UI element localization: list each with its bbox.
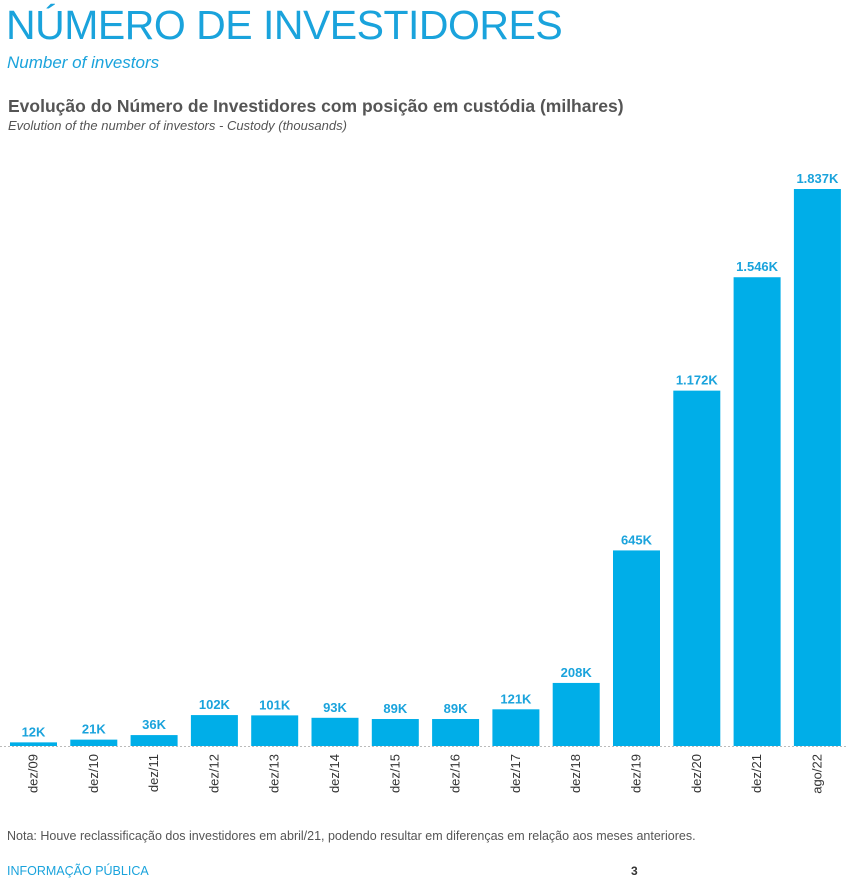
bar-dez-20 (673, 390, 721, 746)
bar-dez-11 (130, 735, 178, 746)
x-tick-label: dez/10 (86, 754, 101, 793)
data-label: 89K (444, 701, 468, 716)
data-label: 93K (323, 700, 347, 715)
footnote: Nota: Houve reclassificação dos investid… (7, 829, 696, 843)
bar-dez-21 (733, 277, 781, 746)
bar-dez-18 (552, 682, 600, 746)
data-label: 102K (199, 697, 231, 712)
x-tick-label: dez/13 (267, 754, 282, 793)
bar-dez-09 (10, 742, 57, 746)
x-tick-label: dez/17 (508, 754, 523, 793)
classification-label: INFORMAÇÃO PÚBLICA (7, 864, 149, 878)
data-label: 1.837K (796, 171, 839, 186)
x-tick-label: dez/20 (689, 754, 704, 793)
data-label: 21K (82, 722, 106, 737)
bar-dez-10 (70, 739, 118, 746)
data-label: 101K (259, 697, 291, 712)
page-subtitle: Number of investors (7, 53, 160, 72)
x-tick-label: dez/14 (327, 754, 342, 793)
data-label: 1.172K (676, 373, 719, 388)
data-label: 645K (621, 532, 653, 547)
x-tick-label: dez/16 (448, 754, 463, 793)
x-tick-label: dez/15 (387, 754, 402, 793)
x-tick-label: dez/21 (749, 754, 764, 793)
x-tick-label: dez/19 (629, 754, 644, 793)
data-label: 12K (22, 724, 46, 739)
chart-title: Evolução do Número de Investidores com p… (8, 96, 624, 116)
bar-dez-16 (432, 719, 480, 746)
bar-dez-13 (251, 715, 299, 746)
bar-chart: 12K 21K 36K 102K 101K 93K 89K 89K 121K 208K 645K 1.… (0, 171, 848, 794)
x-tick-label: dez/12 (206, 754, 221, 793)
data-label: 208K (561, 665, 593, 680)
data-label: 36K (142, 717, 166, 732)
page-number: 3 (631, 864, 638, 878)
data-label: 1.546K (736, 259, 779, 274)
bar-dez-12 (190, 715, 238, 746)
bar-dez-15 (371, 719, 419, 746)
x-tick-label: dez/11 (146, 754, 161, 792)
bar-dez-19 (613, 550, 660, 746)
data-label: 89K (383, 701, 407, 716)
page-title: NÚMERO DE INVESTIDORES (6, 2, 563, 48)
bar-dez-14 (311, 717, 359, 746)
data-label: 121K (500, 691, 532, 706)
x-tick-label: ago/22 (809, 754, 824, 794)
bar-dez-17 (492, 709, 540, 746)
bar-ago-22 (793, 189, 841, 746)
chart-subtitle: Evolution of the number of investors - C… (8, 118, 347, 133)
x-tick-label: dez/18 (568, 754, 583, 793)
x-tick-label: dez/09 (26, 754, 41, 793)
